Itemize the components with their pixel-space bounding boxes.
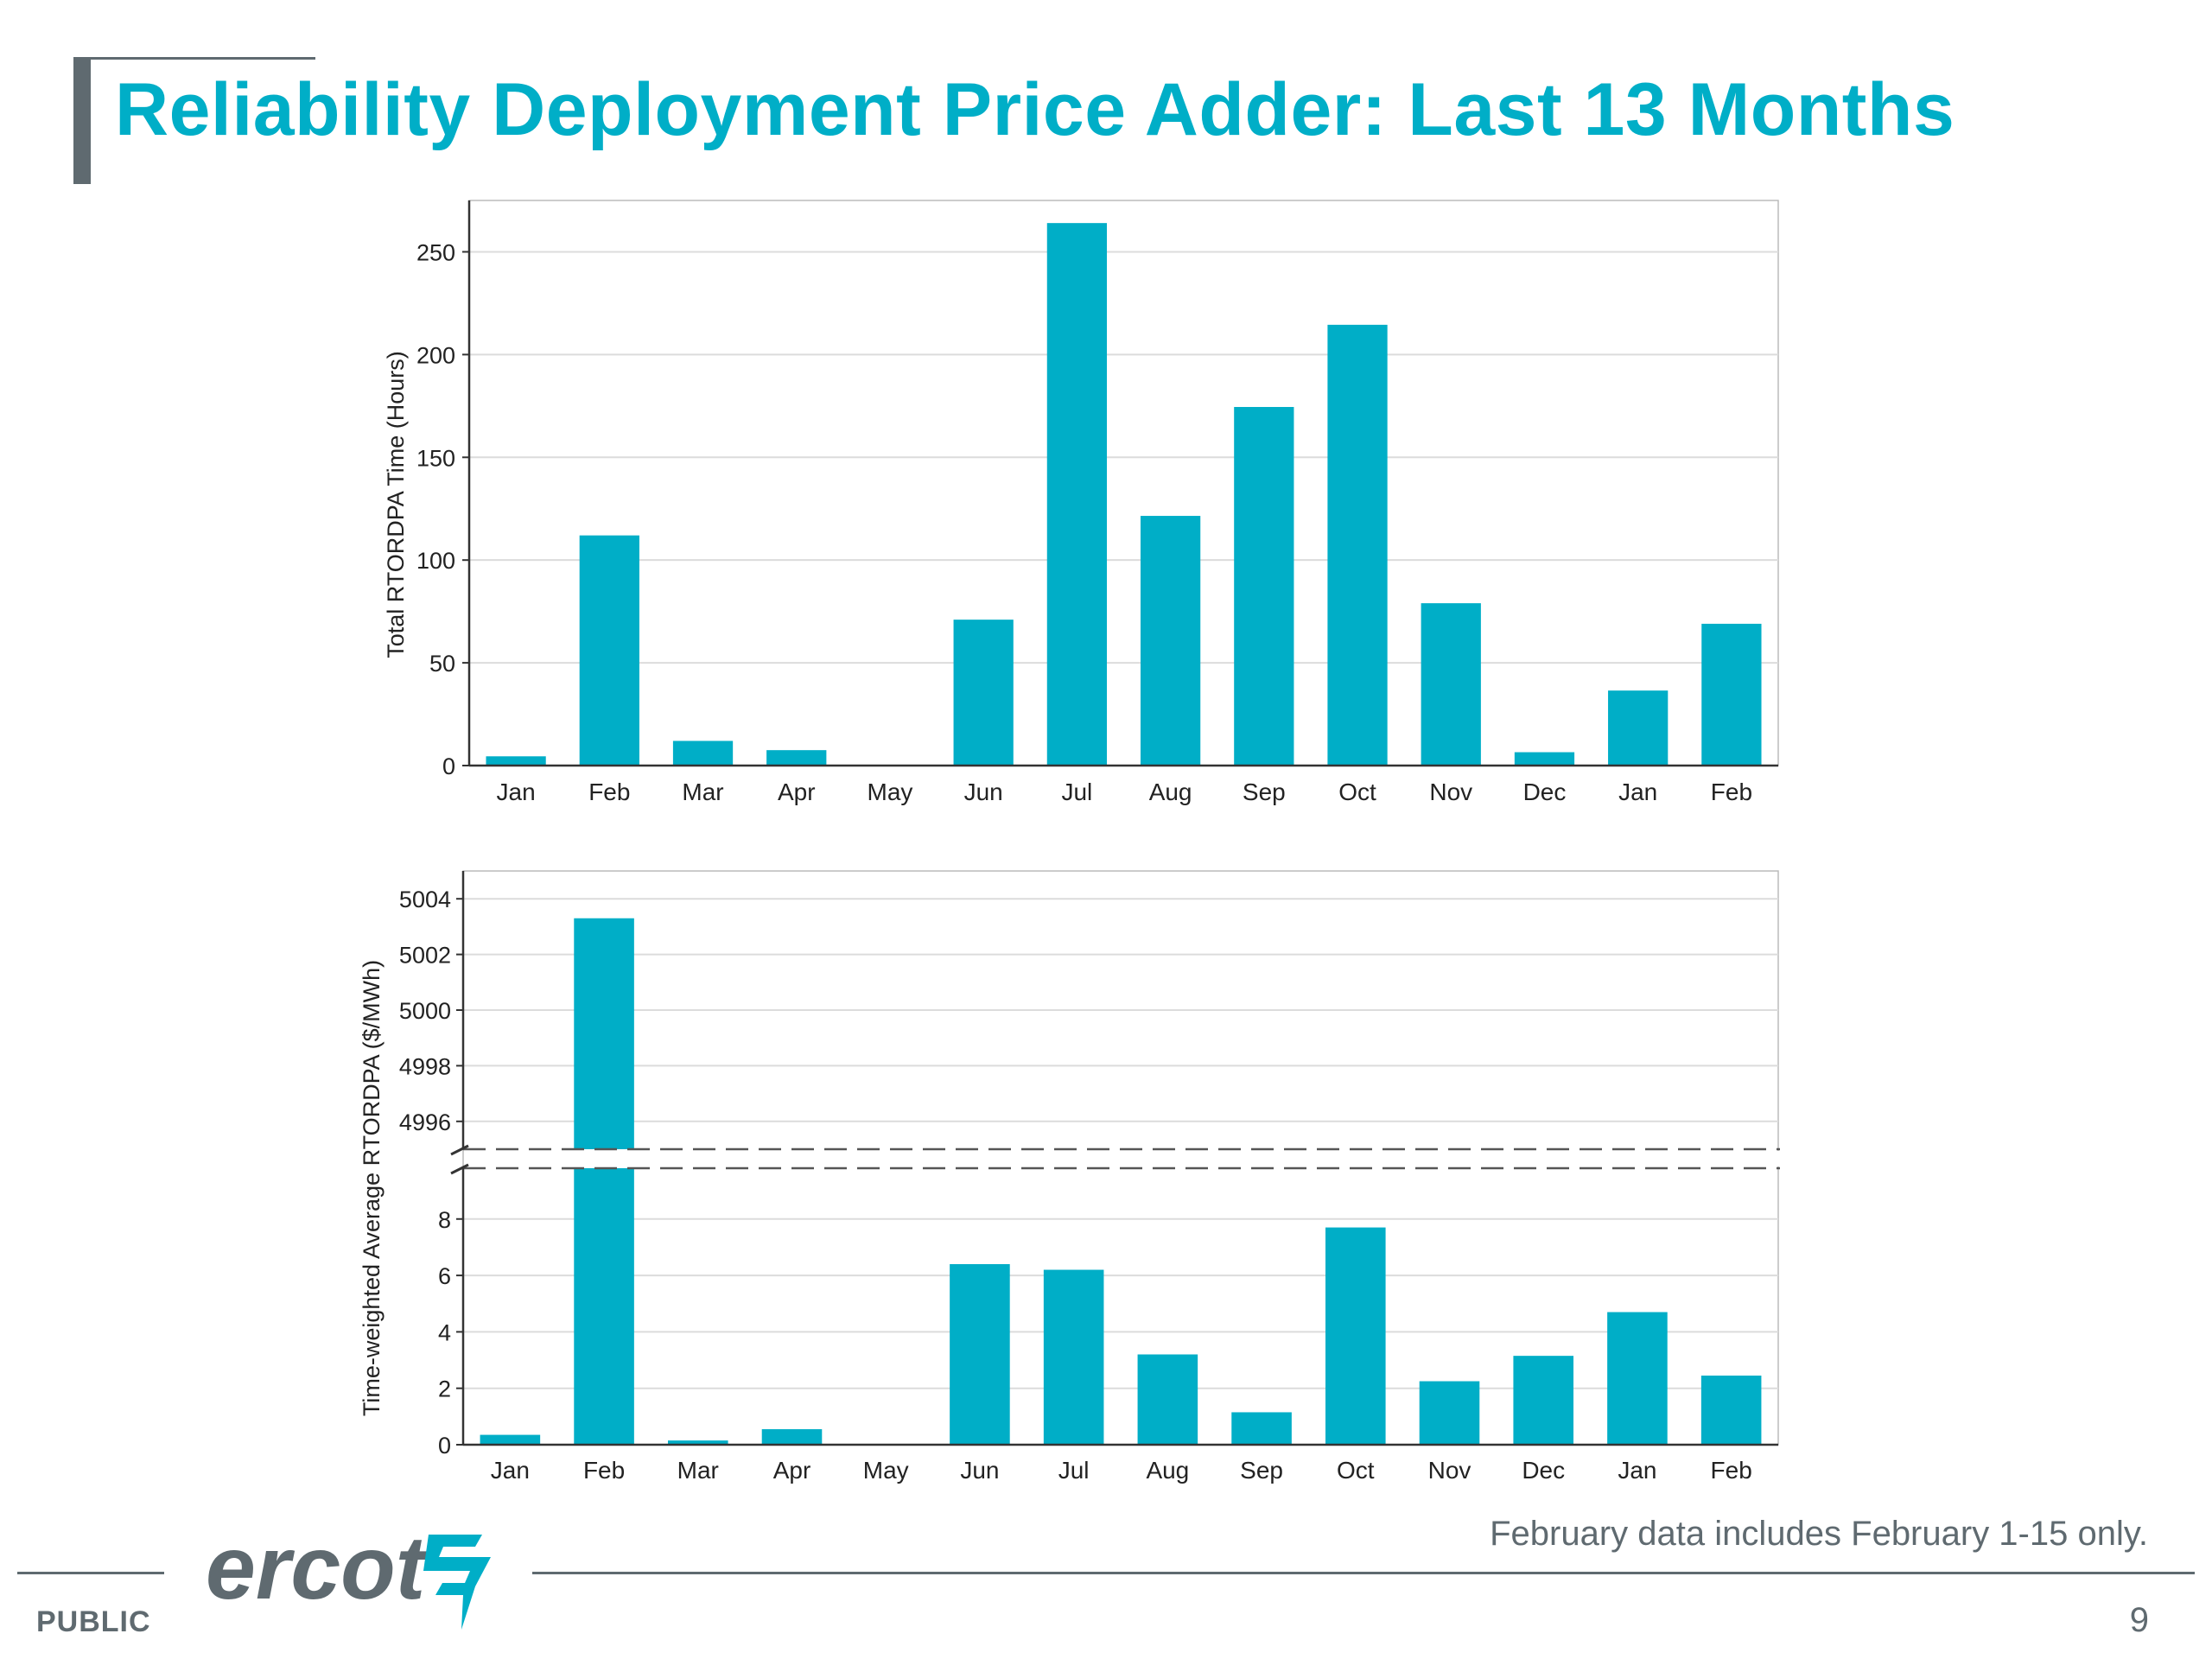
logo-wordmark: ercot	[206, 1519, 429, 1618]
chart2-bar	[1419, 1381, 1480, 1445]
chart2-lower-ytick-label: 4	[438, 1319, 451, 1345]
chart2-upper-ytick-label: 4996	[399, 1109, 451, 1135]
classification-label: PUBLIC	[36, 1605, 151, 1638]
chart1-ylabel: Total RTORDPA Time (Hours)	[383, 351, 409, 658]
chart1-bar	[1234, 407, 1294, 766]
chart1-xtick-label: Jan	[1618, 779, 1657, 805]
chart2-xtick-label: Jan	[491, 1457, 530, 1484]
chart2-xtick-label: Apr	[773, 1457, 811, 1484]
chart2-bar	[1325, 1227, 1386, 1445]
chart1-ytick-label: 250	[416, 239, 455, 265]
chart2-xtick-label: Mar	[677, 1457, 719, 1484]
chart1-bar	[579, 535, 639, 766]
chart2-bar	[1043, 1269, 1104, 1445]
chart1-xtick-label: May	[868, 779, 913, 805]
chart2-lower-ytick-label: 6	[438, 1263, 451, 1289]
chart2-bar	[761, 1429, 823, 1445]
chart1-xtick-label: Feb	[1711, 779, 1752, 805]
chart2-xtick-label: Nov	[1428, 1457, 1471, 1484]
chart2-bar-upper	[574, 918, 634, 1149]
chart2-upper-ytick-label: 5004	[399, 887, 451, 912]
chart2-bar	[1700, 1376, 1762, 1445]
chart1-bar	[1514, 752, 1575, 766]
chart2-xtick-label: May	[863, 1457, 909, 1484]
chart1-bar	[1140, 516, 1201, 766]
chart2-xtick-label: Sep	[1240, 1457, 1283, 1484]
chart1-ytick-label: 0	[442, 753, 455, 779]
chart2-bar	[667, 1440, 728, 1445]
chart2-lower-ytick-label: 0	[438, 1433, 451, 1459]
footnote: February data includes February 1-15 onl…	[1490, 1515, 2148, 1553]
chart1-bar	[486, 756, 546, 766]
chart1-xtick-label: Oct	[1338, 779, 1376, 805]
chart2-xtick-label: Aug	[1146, 1457, 1189, 1484]
chart2-bar	[1607, 1312, 1668, 1445]
chart2-xtick-label: Jan	[1618, 1457, 1656, 1484]
chart2-xtick-label: Feb	[583, 1457, 625, 1484]
chart1-bar	[953, 620, 1014, 766]
chart1-xtick-label: Jan	[497, 779, 536, 805]
chart2-xtick-label: Jun	[960, 1457, 999, 1484]
footer-rule-left	[17, 1572, 164, 1574]
footer-rule-right	[532, 1572, 2195, 1574]
chart2-ylabel: Time-weighted Average RTORDPA ($/MWh)	[359, 960, 385, 1416]
chart1-xtick-label: Jul	[1061, 779, 1092, 805]
chart2-break-mark-upper	[450, 1144, 469, 1156]
chart1-bar	[1046, 223, 1108, 766]
chart1-xtick-label: Sep	[1243, 779, 1286, 805]
slide-title: Reliability Deployment Price Adder: Last…	[115, 68, 1955, 151]
chart1-bar	[1421, 603, 1481, 766]
chart1-ytick-label: 50	[429, 651, 455, 677]
chart2-xtick-label: Jul	[1058, 1457, 1090, 1484]
chart1-ytick-label: 200	[416, 342, 455, 368]
chart2-lower-ytick-label: 8	[438, 1207, 451, 1233]
chart2-bar	[1137, 1354, 1198, 1445]
chart1-xtick-label: Nov	[1429, 779, 1472, 805]
chart1-xtick-label: Dec	[1523, 779, 1567, 805]
chart2-xtick-label: Feb	[1711, 1457, 1752, 1484]
chart1-xtick-label: Feb	[588, 779, 630, 805]
chart1-bar	[1327, 324, 1388, 766]
chart1-xtick-label: Jun	[964, 779, 1003, 805]
chart2-xtick-label: Dec	[1522, 1457, 1565, 1484]
chart2-bar	[1231, 1412, 1292, 1445]
chart1-bar	[1701, 623, 1762, 766]
chart1-plot-frame	[468, 200, 1779, 766]
chart1-xtick-label: Mar	[682, 779, 723, 805]
chart1-ytick-label: 100	[416, 548, 455, 574]
chart2-bar-lower	[574, 1168, 634, 1445]
chart2-upper-ytick-label: 5002	[399, 943, 451, 969]
logo-bolt-icon	[423, 1535, 491, 1630]
title-accent-bar	[73, 59, 91, 184]
page-number: 9	[2129, 1601, 2149, 1639]
chart1-bar	[1608, 690, 1669, 766]
chart1-bar	[672, 741, 734, 766]
ercot-logo: ercot	[206, 1519, 491, 1630]
title-accent-line	[73, 57, 315, 60]
chart1-xtick-label: Aug	[1149, 779, 1192, 805]
chart2-break-mark-lower	[450, 1163, 469, 1175]
chart2-lower-ytick-label: 2	[438, 1376, 451, 1402]
chart1-ytick-label: 150	[416, 445, 455, 471]
chart1-bar	[766, 750, 827, 766]
chart2-axis-break-gap	[466, 1151, 1779, 1166]
chart2-upper-ytick-label: 5000	[399, 998, 451, 1024]
chart2-upper-ytick-label: 4998	[399, 1053, 451, 1079]
chart1-xtick-label: Apr	[778, 779, 816, 805]
chart2-bar	[950, 1264, 1010, 1445]
chart2-xtick-label: Oct	[1337, 1457, 1375, 1484]
chart2-bar	[1513, 1356, 1574, 1445]
chart2-bar	[480, 1434, 541, 1445]
